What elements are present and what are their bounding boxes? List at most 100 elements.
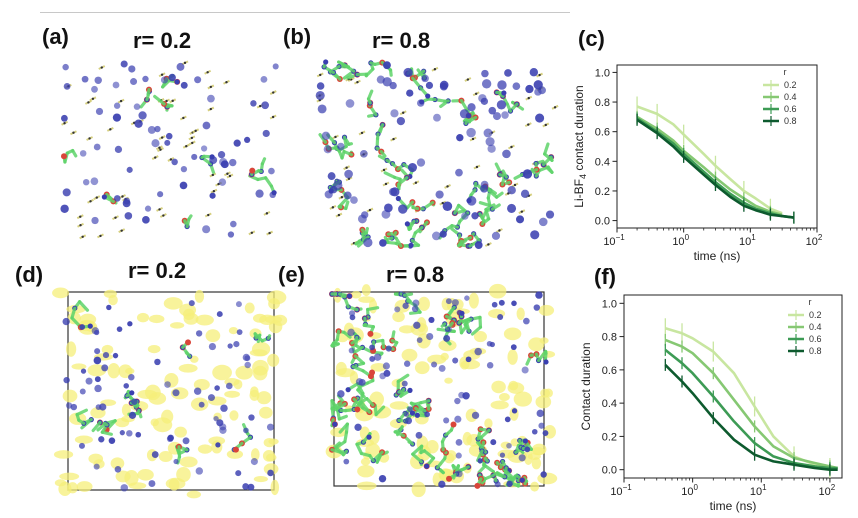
polymer-bond [75,408,88,417]
lithium-ion [343,191,352,200]
lithium-ion [242,483,249,490]
lithium-ion [360,149,368,158]
anion-density [484,418,493,429]
anion-center [520,210,524,213]
anion-center [510,145,513,149]
lithium-ion [164,139,171,146]
anion-density [270,479,280,496]
anion-center [190,136,194,140]
anion-center [441,201,444,205]
lithium-ion [79,324,86,330]
anion-density [137,469,154,481]
anion-density [370,363,387,372]
chain-lithium [101,194,107,200]
lithium-ion [394,306,401,313]
polymer-bond [351,365,365,373]
chain-lithium [407,387,413,393]
lithium-ion [424,411,430,418]
polymer-bond [366,306,380,312]
polymer-bond [355,442,364,456]
lithium-ion [401,380,408,387]
snapshot-e [325,283,558,498]
top-rule [40,12,570,13]
anion-density [249,386,259,398]
chain-lithium [346,293,353,299]
lithium-ion [458,391,465,399]
lithium-ion [520,189,530,198]
lithium-ion [207,94,215,103]
lithium-ion [471,212,479,220]
anion-center [109,128,112,131]
anion-density [268,298,280,310]
lithium-ion [202,121,211,130]
anion-center [79,224,82,227]
lithium-ion [135,431,142,438]
lithium-ion [193,387,202,395]
lithium-ion [102,352,110,359]
chain-lithium [501,90,507,96]
lithium-ion [496,100,507,110]
lithium-ion [247,483,255,491]
lithium-ion [60,204,69,213]
lithium-ion [233,341,240,348]
lithium-ion [456,134,464,142]
lithium-ion [451,299,459,307]
polymer-bond [457,238,468,248]
lithium-ion [538,86,546,95]
lithium-ion [452,357,459,364]
anion-density [507,349,518,365]
anion-center [183,61,187,65]
polymer-bond [266,334,272,340]
lithium-ion [219,423,227,431]
anion-center [88,137,91,140]
polymer-bond [354,343,362,350]
lithium-ion [93,143,101,151]
lithium-ion [90,177,99,186]
anion-density [250,448,260,461]
lithium-ion [138,111,147,120]
anion-center [159,148,162,151]
x-tick-label: 102 [806,233,823,248]
lithium-ion [411,305,419,313]
x-tick-label: 101 [739,233,756,248]
lithium-ion [373,353,382,361]
lithium-ion [407,163,417,173]
anion-density [256,391,272,405]
lithium-ion [244,355,251,362]
lithium-ion [490,439,497,446]
legend-entry: 0.6 [809,334,822,344]
anion-density [178,363,198,373]
anion-density [52,287,70,299]
polymer-bond [177,445,182,459]
anion-center [209,107,213,111]
anion-density [416,317,427,333]
lithium-ion [466,127,476,138]
lithium-ion [467,103,476,112]
lithium-ion [382,362,390,370]
lithium-ion [416,337,423,344]
anion-center [158,208,161,211]
lithium-ion [128,373,135,381]
lithium-ion [381,209,391,219]
lithium-ion [406,89,414,97]
lithium-ion [91,85,98,93]
lithium-ion [230,220,237,228]
anion-density [361,284,371,297]
anion-center [334,135,337,139]
anion-center [225,81,228,84]
lithium-ion [99,403,107,411]
lithium-ion [378,474,387,483]
lithium-ion [507,203,517,213]
anion-center [95,196,98,199]
anion-density [65,341,77,357]
lithium-ion [480,184,489,193]
anion-density [530,481,540,492]
lithium-ion [188,300,195,307]
lithium-ion [195,330,203,337]
polymer-bond [422,449,436,460]
polymer-bond [338,422,349,434]
oxygen-atom [446,475,453,482]
anion-center [91,97,95,100]
anion-center [360,131,364,135]
lithium-ion [261,101,269,110]
